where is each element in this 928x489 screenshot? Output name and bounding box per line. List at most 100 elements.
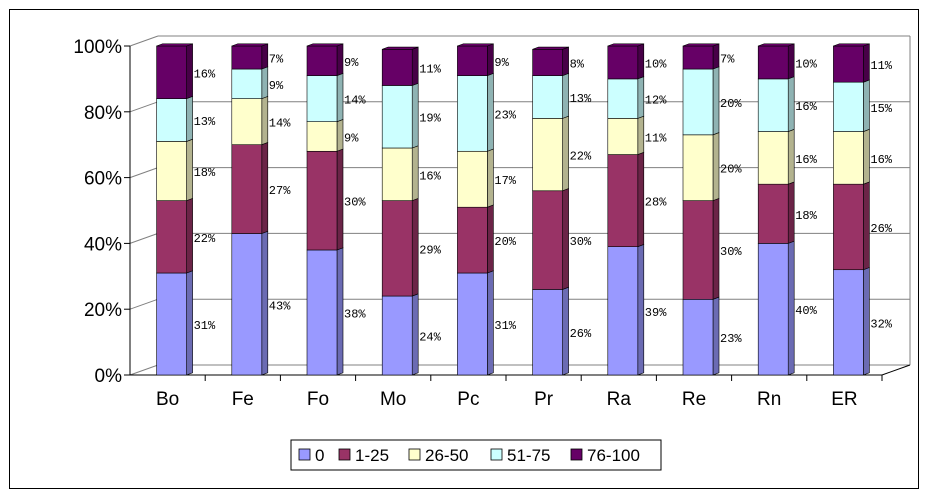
y-tick-label: 100% bbox=[73, 37, 122, 58]
data-label: 16% bbox=[795, 153, 817, 167]
bar-segment bbox=[682, 43, 720, 70]
x-tick-label: Re bbox=[682, 389, 706, 410]
bar-segment bbox=[757, 128, 795, 185]
data-label: 9% bbox=[344, 131, 359, 145]
data-label: 23% bbox=[720, 332, 742, 346]
bar-front bbox=[306, 45, 338, 76]
data-label: 11% bbox=[645, 131, 667, 145]
bar-side bbox=[863, 267, 870, 376]
data-label: 29% bbox=[419, 243, 441, 257]
bar-front bbox=[457, 272, 488, 376]
bar-front bbox=[757, 78, 789, 132]
bar-front bbox=[757, 183, 789, 244]
bar-side bbox=[261, 43, 269, 70]
legend-label: 0 bbox=[315, 446, 324, 465]
bar-front bbox=[757, 45, 789, 80]
bar-front bbox=[833, 81, 864, 132]
bar-front bbox=[532, 289, 563, 376]
bar-segment bbox=[682, 132, 720, 202]
bar-front bbox=[231, 98, 263, 146]
data-label: 7% bbox=[269, 53, 284, 67]
bar-side bbox=[863, 79, 870, 132]
data-label: 23% bbox=[494, 108, 516, 122]
bar-top bbox=[682, 43, 720, 47]
y-tick-label: 20% bbox=[84, 300, 122, 321]
legend-swatch bbox=[490, 448, 503, 461]
y-tick-label: 0% bbox=[95, 366, 123, 387]
x-tick-label: Fo bbox=[307, 389, 329, 410]
y-tick-label: 80% bbox=[84, 103, 122, 124]
bar-segment bbox=[682, 197, 720, 300]
gridline-depth bbox=[129, 35, 159, 47]
bar-segment bbox=[457, 204, 494, 274]
data-label: 19% bbox=[419, 112, 441, 126]
bar-segment bbox=[306, 148, 344, 251]
bar-segment bbox=[833, 267, 870, 376]
bar-front bbox=[833, 269, 864, 376]
bar-front bbox=[682, 68, 714, 136]
bar-side bbox=[411, 46, 419, 86]
data-label: 20% bbox=[720, 97, 742, 111]
bar-side bbox=[787, 43, 795, 80]
legend: 0 1-25 26-50 51-75 76-100 bbox=[290, 439, 662, 471]
data-label: 16% bbox=[194, 67, 216, 81]
bar-side bbox=[336, 148, 344, 251]
data-label: 26% bbox=[570, 327, 592, 341]
bar-side bbox=[261, 66, 269, 100]
bar-segment bbox=[757, 181, 795, 244]
bar-top bbox=[382, 46, 419, 50]
legend-label: 76-100 bbox=[587, 446, 640, 465]
bar-side bbox=[712, 132, 720, 202]
bar-segment bbox=[757, 43, 795, 80]
bar-segment bbox=[381, 145, 419, 202]
data-label: 10% bbox=[645, 57, 667, 71]
bar-side bbox=[637, 244, 645, 376]
bar-front bbox=[156, 98, 187, 142]
bar-side bbox=[336, 118, 344, 152]
bar-side bbox=[787, 240, 795, 376]
bar-segment bbox=[231, 66, 269, 100]
y-tick-label: 40% bbox=[84, 234, 122, 255]
bar-top bbox=[156, 43, 193, 47]
bar-side bbox=[863, 43, 870, 83]
bar-segment bbox=[231, 230, 269, 376]
bar-side bbox=[637, 115, 645, 156]
legend-swatch bbox=[408, 448, 421, 461]
bar-side bbox=[186, 197, 193, 274]
bar-front bbox=[381, 85, 413, 149]
bar-segment bbox=[682, 296, 720, 376]
bar-side bbox=[787, 181, 795, 244]
data-label: 9% bbox=[494, 56, 509, 70]
chart: 0% 20% 40% 60% 80% 100% Bo Fe Fo Mo Pc Pr Ra Re Rn ER 3… bbox=[73, 35, 911, 471]
bar-segment bbox=[607, 43, 645, 80]
bar-side bbox=[487, 270, 494, 376]
x-tick-label: ER bbox=[831, 389, 857, 410]
bar-segment bbox=[381, 197, 419, 297]
bar-segment bbox=[156, 43, 193, 100]
data-label: 7% bbox=[720, 53, 735, 67]
data-label: 30% bbox=[720, 245, 742, 259]
bar-side bbox=[336, 72, 344, 123]
bar-side bbox=[787, 128, 795, 185]
data-label: 27% bbox=[269, 184, 291, 198]
data-label: 14% bbox=[344, 94, 366, 108]
bar-segment bbox=[532, 188, 569, 290]
data-label: 16% bbox=[795, 100, 817, 114]
data-label: 24% bbox=[419, 331, 441, 345]
gridline-depth bbox=[129, 167, 159, 179]
bar-segment bbox=[607, 76, 645, 119]
data-label: 20% bbox=[494, 235, 516, 249]
data-labels: 31% 22% 18% 13% 16% 43% 27% 14% 9% 7% 38% 30% 9% 14% 9… bbox=[194, 53, 893, 347]
bars bbox=[156, 43, 870, 376]
data-label: 9% bbox=[269, 79, 284, 93]
bar-side bbox=[562, 188, 569, 290]
bar-front bbox=[381, 48, 413, 86]
bar-side bbox=[637, 76, 645, 119]
x-tick-label: Pr bbox=[534, 389, 554, 410]
data-label: 28% bbox=[645, 196, 667, 210]
bar-top bbox=[532, 46, 569, 50]
bar-top bbox=[231, 43, 268, 47]
bar-front bbox=[306, 121, 338, 152]
bar-front bbox=[156, 141, 187, 201]
bar-front bbox=[532, 190, 563, 290]
